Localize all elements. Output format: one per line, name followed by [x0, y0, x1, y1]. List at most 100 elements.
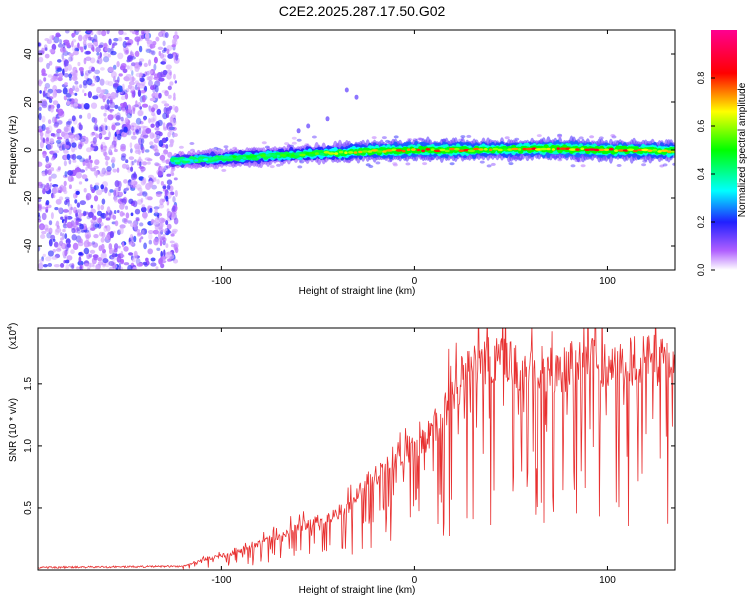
noise-dot	[123, 126, 128, 133]
noise-dot	[105, 80, 110, 86]
noise-dot	[160, 250, 163, 258]
noise-dot	[97, 257, 103, 262]
noise-dot	[153, 73, 160, 79]
noise-dot	[55, 65, 58, 71]
noise-dot	[114, 220, 119, 227]
noise-dot	[79, 137, 86, 143]
noise-dot	[100, 204, 105, 211]
noise-dot	[93, 117, 98, 125]
signal-core	[660, 149, 669, 152]
noise-dot	[132, 266, 138, 270]
halo-dot	[508, 162, 514, 166]
signal-core	[478, 148, 484, 151]
noise-dot	[75, 217, 80, 221]
snr-chart: -100 0 100 0.5 1.0 1.5 Height of straight lin…	[7, 323, 676, 596]
snr-ylabel: SNR (10 * v/v)	[8, 398, 19, 462]
noise-dot	[142, 95, 146, 103]
halo-dot	[479, 160, 485, 164]
noise-dot	[119, 227, 124, 235]
noise-dot	[122, 41, 128, 48]
noise-dot	[108, 266, 115, 270]
noise-dot	[175, 54, 179, 61]
halo-dot	[296, 138, 302, 142]
noise-dot	[121, 241, 125, 248]
noise-dot	[141, 204, 146, 208]
noise-dot	[121, 132, 128, 138]
noise-dot	[138, 127, 142, 134]
halo-dot	[557, 135, 563, 138]
noise-dot	[135, 117, 142, 125]
noise-dot	[157, 170, 163, 177]
noise-dot	[98, 126, 103, 133]
halo-dot	[178, 145, 184, 149]
noise-dot	[64, 171, 68, 178]
noise-dot	[158, 217, 165, 224]
noise-dot	[158, 238, 161, 242]
noise-dot	[53, 35, 60, 44]
noise-dot	[124, 188, 127, 192]
noise-dot	[38, 259, 45, 263]
noise-dot	[99, 172, 105, 177]
halo-dot	[616, 164, 622, 167]
noise-dot	[61, 243, 65, 249]
noise-dot	[174, 190, 178, 197]
noise-dot	[74, 87, 80, 93]
noise-dot	[57, 243, 62, 250]
noise-dot	[80, 46, 84, 53]
outlier-dot	[306, 123, 311, 129]
noise-dot	[113, 210, 117, 214]
noise-dot	[77, 143, 83, 150]
noise-dot	[76, 155, 83, 160]
noise-dot	[137, 232, 143, 236]
noise-dot	[73, 103, 79, 107]
noise-dot	[148, 180, 153, 188]
noise-dot	[154, 217, 160, 224]
x-tick-label: 100	[599, 276, 616, 287]
noise-dot	[39, 140, 44, 149]
noise-dot	[44, 184, 50, 192]
noise-dot	[100, 237, 105, 243]
noise-dot	[100, 144, 104, 150]
noise-dot	[127, 169, 131, 173]
signal-core	[497, 148, 503, 152]
noise-dot	[123, 217, 128, 225]
signal-core	[367, 150, 373, 153]
noise-dot	[92, 137, 97, 145]
noise-dot	[129, 142, 133, 149]
noise-dot	[164, 90, 169, 97]
noise-dot	[162, 234, 166, 238]
noise-dot	[54, 207, 59, 211]
noise-dot	[65, 41, 71, 48]
noise-dot	[63, 66, 68, 73]
noise-dot	[94, 223, 100, 228]
noise-dot	[67, 175, 74, 183]
noise-dot	[104, 117, 108, 123]
noise-dot	[133, 235, 137, 243]
noise-dot	[108, 131, 111, 139]
noise-dot	[154, 152, 161, 157]
noise-dot	[55, 198, 62, 205]
signal-core	[194, 159, 199, 162]
colorbar-tick-label: 0.2	[696, 216, 706, 229]
noise-dot	[73, 70, 77, 79]
noise-dot	[129, 85, 135, 92]
noise-dot	[50, 75, 55, 83]
noise-dot	[92, 95, 99, 100]
signal-core	[319, 153, 325, 156]
noise-dot	[116, 85, 124, 93]
noise-dot	[87, 161, 93, 170]
noise-dot	[126, 182, 132, 190]
noise-dot	[104, 156, 110, 161]
noise-dot	[56, 128, 62, 134]
noise-dot	[93, 256, 98, 261]
signal-core	[551, 148, 556, 151]
outlier-dot	[325, 116, 330, 122]
noise-dot	[111, 44, 115, 49]
noise-dot	[105, 234, 111, 240]
noise-dot	[139, 106, 142, 110]
noise-dot	[125, 205, 128, 210]
noise-dot	[55, 89, 62, 94]
noise-dot	[100, 89, 104, 96]
noise-dot	[45, 155, 49, 163]
noise-dot	[150, 107, 156, 113]
